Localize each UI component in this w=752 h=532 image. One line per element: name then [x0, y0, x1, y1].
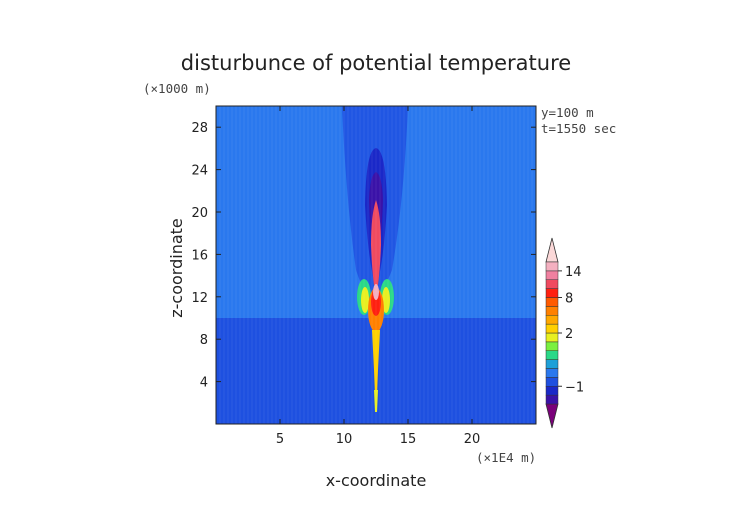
plume-left-wing-yellow — [361, 287, 369, 313]
x-unit-label: (×1E4 m) — [476, 450, 536, 465]
x-tick-label: 10 — [336, 432, 353, 447]
plume-right-wing-yellow — [382, 287, 390, 313]
colorbar-segment — [545, 359, 559, 369]
colorbar: −1 2 8 14 — [545, 237, 584, 429]
y-tick-label: 28 — [191, 121, 208, 136]
colorbar-tick-label: 8 — [565, 292, 573, 307]
y-tick-label: 16 — [191, 248, 208, 263]
x-tick-label: 20 — [464, 432, 481, 447]
chart-title: disturbunce of potential temperature — [181, 51, 571, 75]
x-axis: 5 10 15 20 — [276, 106, 480, 447]
plume-stem-tip — [374, 390, 378, 412]
colorbar-tick-label: −1 — [565, 380, 584, 395]
y-tick-label: 20 — [191, 206, 208, 221]
plume-core-pink — [373, 284, 379, 300]
colorbar-segment — [545, 279, 559, 289]
x-tick-label: 15 — [400, 432, 417, 447]
x-axis-label: x-coordinate — [326, 471, 427, 490]
colorbar-segment — [545, 332, 559, 343]
plume-pink-column — [371, 200, 381, 285]
colorbar-segment — [545, 368, 559, 378]
y-axis-label: z-coordinate — [167, 218, 186, 318]
mesh-grid — [219, 106, 533, 424]
y-tick-label: 8 — [200, 333, 208, 348]
annotation-y: y=100 m — [541, 105, 594, 120]
colorbar-segment — [545, 377, 559, 387]
plot-area — [215, 105, 537, 425]
colorbar-segment — [545, 341, 559, 351]
colorbar-segment — [545, 323, 559, 334]
colorbar-segment — [545, 288, 559, 298]
colorbar-segment — [545, 306, 559, 316]
y-tick-label: 12 — [191, 291, 208, 306]
y-axis: 4 8 12 16 20 24 28 — [191, 121, 536, 391]
annotation-t: t=1550 sec — [541, 121, 616, 136]
colorbar-tick-label: 14 — [565, 265, 582, 280]
plot-frame — [215, 105, 537, 425]
colorbar-high-extend — [545, 237, 559, 263]
plume-stem — [372, 330, 380, 395]
y-tick-label: 4 — [200, 376, 208, 391]
y-tick-label: 24 — [191, 164, 208, 179]
colorbar-segment — [545, 297, 559, 307]
colorbar-low-extend — [545, 403, 559, 429]
colorbar-tick-label: 2 — [565, 327, 573, 342]
colorbar-segment — [545, 315, 559, 325]
colorbar-segment — [545, 350, 559, 360]
colorbar-segment — [545, 394, 559, 405]
x-tick-label: 5 — [276, 432, 284, 447]
y-unit-label: (×1000 m) — [143, 81, 211, 96]
colorbar-segment — [545, 270, 559, 280]
colorbar-segment — [545, 386, 559, 396]
colorbar-segment — [545, 261, 559, 272]
